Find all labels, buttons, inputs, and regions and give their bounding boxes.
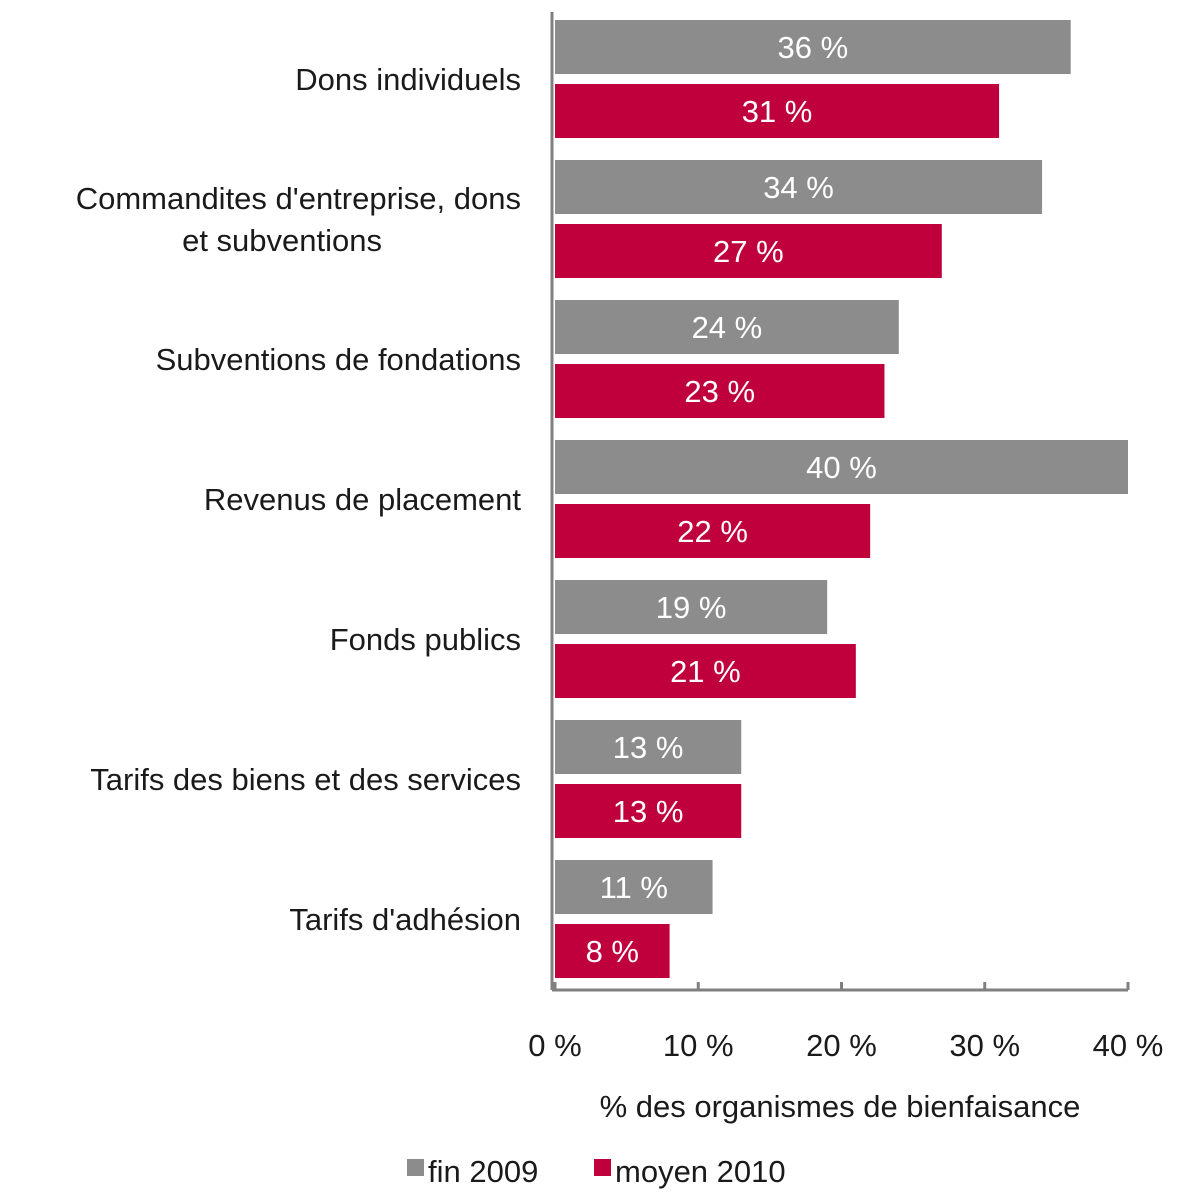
bars-layer xyxy=(555,20,1128,978)
category-label: Commandites d'entreprise, dons et subvent… xyxy=(76,181,521,258)
x-ticks-layer: 0 % 10 % 20 % 30 % 40 % xyxy=(528,982,1163,1063)
bar-fin-2009-5 xyxy=(555,720,742,774)
data-label: 21 % xyxy=(670,654,741,689)
bar-fin-2009-4 xyxy=(555,580,828,634)
data-label: 31 % xyxy=(742,94,813,129)
category-label-line: Fonds publics xyxy=(330,622,521,657)
data-label: 19 % xyxy=(656,590,727,625)
x-axis-title: % des organismes de bienfaisance xyxy=(600,1089,1081,1124)
legend-label: moyen 2010 xyxy=(615,1154,786,1189)
bar-moyen-2010-2 xyxy=(555,364,885,418)
bar-fin-2009-0 xyxy=(555,20,1071,74)
bar-labels-layer: 36 % 31 % 34 % 27 % 24 % 23 % 40 % 22 % 19 % 21 %… xyxy=(586,30,877,969)
category-label: Revenus de placement xyxy=(204,482,521,517)
data-label: 27 % xyxy=(713,234,784,269)
data-label: 24 % xyxy=(692,310,763,345)
data-label: 8 % xyxy=(586,934,639,969)
category-label: Tarifs d'adhésion xyxy=(289,902,521,937)
category-labels-layer: Dons individuels Commandites d'entreprise… xyxy=(76,62,522,937)
category-label-line: Revenus de placement xyxy=(204,482,521,517)
bar-moyen-2010-1 xyxy=(555,224,942,278)
legend-label: fin 2009 xyxy=(428,1154,538,1189)
data-label: 11 % xyxy=(600,870,668,905)
bar-fin-2009-2 xyxy=(555,300,899,354)
data-label: 13 % xyxy=(613,794,684,829)
bar-fin-2009-6 xyxy=(555,860,713,914)
category-label: Fonds publics xyxy=(330,622,521,657)
x-tick-label: 10 % xyxy=(663,1028,734,1063)
axes-layer xyxy=(550,12,1128,992)
category-label-line: Commandites d'entreprise, dons xyxy=(76,181,521,216)
category-label-line: Subventions de fondations xyxy=(156,342,521,377)
x-tick-label: 40 % xyxy=(1093,1028,1164,1063)
bar-moyen-2010-6 xyxy=(555,924,670,978)
legend-swatch-fin-2009 xyxy=(407,1159,424,1176)
bar-fin-2009-1 xyxy=(555,160,1043,214)
category-label: Subventions de fondations xyxy=(156,342,521,377)
bar-moyen-2010-4 xyxy=(555,644,856,698)
bar-moyen-2010-0 xyxy=(555,84,1000,138)
bar-fin-2009-3 xyxy=(555,440,1128,494)
x-tick-label: 30 % xyxy=(949,1028,1020,1063)
data-label: 34 % xyxy=(763,170,834,205)
bar-moyen-2010-5 xyxy=(555,784,742,838)
data-label: 23 % xyxy=(684,374,755,409)
category-label-line: Tarifs d'adhésion xyxy=(289,902,521,937)
legend-swatch-moyen-2010 xyxy=(594,1159,611,1176)
category-label-line: et subventions xyxy=(182,223,382,258)
data-label: 13 % xyxy=(613,730,684,765)
category-label: Dons individuels xyxy=(295,62,521,97)
data-label: 22 % xyxy=(677,514,748,549)
category-label: Tarifs des biens et des services xyxy=(90,762,521,797)
legend: fin 2009 moyen 2010 xyxy=(407,1154,786,1189)
bar-moyen-2010-3 xyxy=(555,504,871,558)
data-label: 36 % xyxy=(778,30,849,65)
data-label: 40 % xyxy=(806,450,877,485)
category-label-line: Tarifs des biens et des services xyxy=(90,762,521,797)
x-tick-label: 20 % xyxy=(806,1028,877,1063)
x-tick-label: 0 % xyxy=(528,1028,581,1063)
category-label-line: Dons individuels xyxy=(295,62,521,97)
